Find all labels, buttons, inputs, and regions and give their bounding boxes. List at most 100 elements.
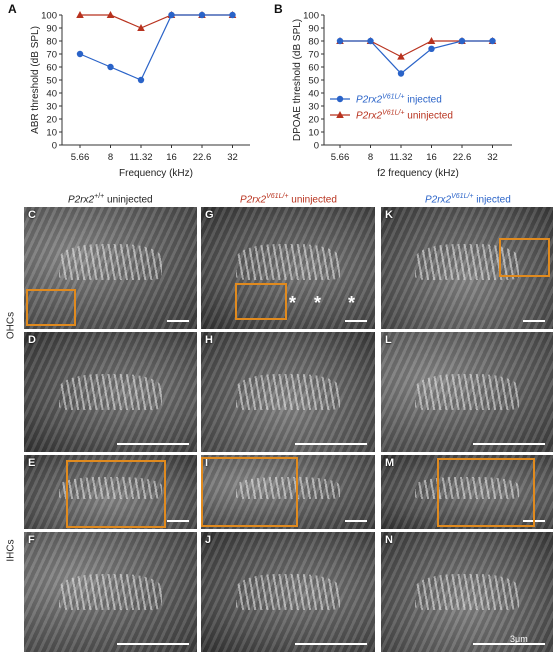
scale-bar <box>295 443 367 445</box>
data-point-injected <box>137 76 145 84</box>
y-tick-label: 100 <box>41 11 57 22</box>
scale-bar <box>473 443 545 445</box>
stereocilia-bundle <box>235 374 341 410</box>
panel-label: G <box>205 209 214 221</box>
asterisk-marker: * <box>348 293 356 313</box>
data-point-injected <box>489 37 496 45</box>
data-point-injected <box>107 63 114 71</box>
y-tick-label: 70 <box>308 50 319 61</box>
roi-box-g <box>235 283 287 320</box>
y-tick-label: 40 <box>46 89 57 100</box>
panel-label: K <box>385 209 393 221</box>
roi-box-e <box>66 460 166 528</box>
scale-bar <box>167 320 189 322</box>
stereocilia-bundle <box>58 477 163 500</box>
data-point-injected <box>428 45 435 52</box>
data-point-injected <box>76 50 84 58</box>
y-tick-label: 30 <box>308 102 319 113</box>
y-axis-label: ABR threshold (dB SPL) <box>30 26 41 134</box>
x-tick-label: 5.66 <box>331 152 350 163</box>
roi-box-c <box>26 289 76 326</box>
panel-label: J <box>205 534 212 546</box>
sem-panel-g: G <box>201 207 375 329</box>
y-tick-label: 60 <box>46 63 57 74</box>
x-tick-label: 16 <box>166 152 177 163</box>
abr-chart: A 0 10 20 30 40 50 60 70 80 90 100 5.66 8 11.32 16 22.6 3… <box>8 2 250 179</box>
panel-label: M <box>385 457 395 469</box>
panel-label: B <box>274 2 283 16</box>
y-tick-label: 60 <box>308 63 319 74</box>
x-tick-label: 11.32 <box>129 152 152 163</box>
panel-label: N <box>385 534 393 546</box>
stereocilia-bundle <box>58 574 163 610</box>
legend-marker <box>336 111 344 118</box>
sem-panel-f: F <box>24 532 197 652</box>
panel-label: L <box>385 334 392 346</box>
panel-label: H <box>205 334 213 346</box>
x-tick-label: 16 <box>426 152 437 163</box>
dpoae-chart: B 0 10 20 30 40 50 60 70 80 90 100 5.66 8 11.32 16 22.6 3… <box>274 2 512 179</box>
roi-box-k <box>499 238 550 277</box>
data-point-uninjected <box>397 52 405 60</box>
y-tick-label: 0 <box>52 141 57 152</box>
sem-panel-e: E <box>24 455 197 529</box>
y-tick-label: 10 <box>46 128 57 139</box>
series-line-injected <box>79 14 233 81</box>
y-tick-label: 50 <box>46 76 57 87</box>
asterisk-marker: * <box>289 293 297 313</box>
y-tick-label: 90 <box>46 24 57 35</box>
data-point-injected <box>458 37 466 45</box>
y-tick-label: 30 <box>46 102 57 113</box>
panel-label: C <box>28 209 36 221</box>
y-axis-label: DPOAE threshold (dB SPL) <box>292 19 303 141</box>
column-title-mutant-injected: P2rx2V61L/+ injected <box>425 193 511 206</box>
roi-box-i <box>201 457 298 527</box>
row-label-ihcs: IHCs <box>5 539 17 562</box>
x-tick-label: 32 <box>487 152 498 163</box>
x-tick-label: 22.6 <box>453 152 472 163</box>
scale-bar <box>117 643 189 645</box>
scale-bar <box>523 320 545 322</box>
data-point-injected <box>367 37 374 45</box>
stereocilia-bundle <box>235 574 341 610</box>
column-title-mutant-uninjected: P2rx2V61L/+ uninjected <box>240 193 337 206</box>
row-label-ohcs: OHCs <box>5 311 17 340</box>
data-point-uninjected <box>106 11 115 18</box>
x-tick-label: 5.66 <box>71 152 90 163</box>
y-tick-label: 50 <box>308 76 319 87</box>
stereocilia-bundle <box>58 374 163 410</box>
sem-panel-l: L <box>381 332 553 452</box>
sem-panel-n: N <box>381 532 553 652</box>
legend-entry: P2rx2V61L/+ uninjected <box>356 110 453 122</box>
stereocilia-bundle <box>415 574 519 610</box>
x-tick-label: 11.32 <box>389 152 412 163</box>
roi-box-m <box>437 458 535 527</box>
x-tick-label: 22.6 <box>193 152 212 163</box>
sem-panel-m: M <box>381 455 553 529</box>
scale-bar <box>167 520 189 522</box>
x-tick-label: 32 <box>227 152 238 163</box>
data-point-injected <box>198 11 206 19</box>
legend-entry: P2rx2V61L/+ injected <box>356 94 442 106</box>
stereocilia-bundle <box>235 477 341 500</box>
series-line-injected <box>340 40 493 75</box>
data-point-uninjected <box>137 24 145 31</box>
data-point-uninjected <box>76 11 84 18</box>
data-point-injected <box>229 11 236 19</box>
stereocilia-bundle <box>415 243 519 281</box>
data-point-uninjected <box>427 37 436 44</box>
sem-panel-h: H <box>201 332 375 452</box>
y-tick-label: 80 <box>46 37 57 48</box>
legend-marker <box>336 95 344 103</box>
panel-label: A <box>8 2 17 16</box>
x-axis-label: Frequency (kHz) <box>119 168 193 179</box>
y-tick-label: 20 <box>46 115 57 126</box>
y-tick-label: 80 <box>308 37 319 48</box>
sem-panel-d: D <box>24 332 197 452</box>
y-tick-label: 40 <box>308 89 319 100</box>
y-tick-label: 10 <box>308 128 319 139</box>
column-title-wt-uninjected: P2rx2+/+ uninjected <box>68 193 153 206</box>
scale-bar <box>117 443 189 445</box>
scale-bar <box>345 320 367 322</box>
sem-panel-k: K <box>381 207 553 329</box>
